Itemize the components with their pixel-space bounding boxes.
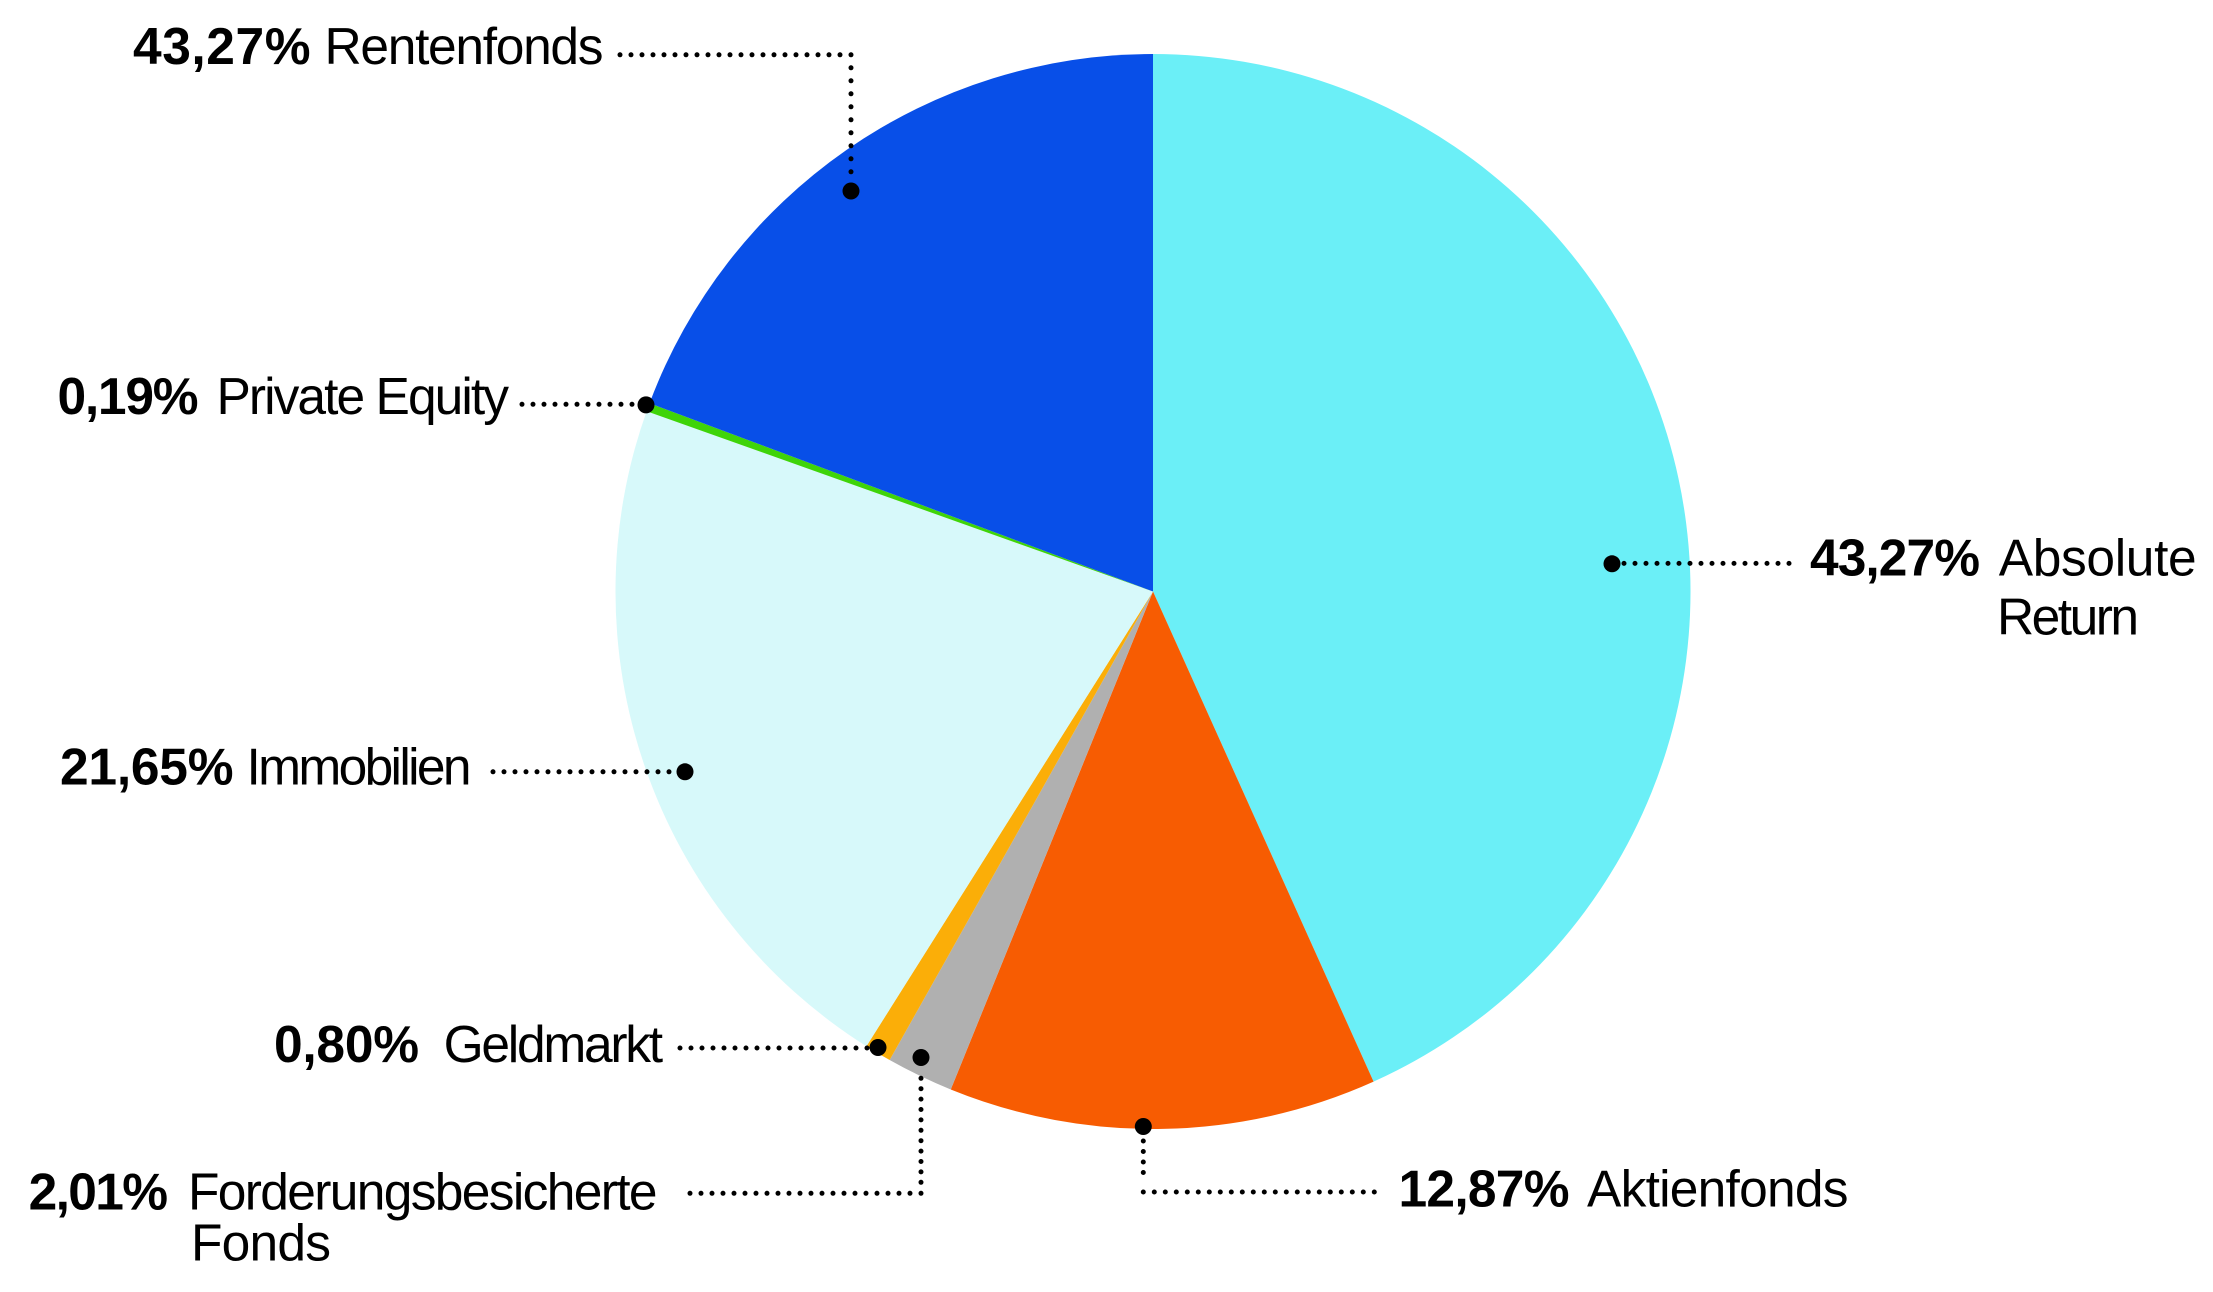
svg-text:Immobilien: Immobilien [247,738,472,796]
svg-text:21,65%: 21,65% [60,738,234,796]
svg-text:Fonds: Fonds [191,1213,331,1271]
svg-text:Rentenfonds: Rentenfonds [325,17,604,75]
svg-text:2,01%: 2,01% [29,1163,168,1221]
svg-text:Aktienfonds: Aktienfonds [1587,1160,1849,1218]
svg-text:0,80%: 0,80% [274,1015,419,1073]
svg-text:12,87%: 12,87% [1399,1160,1570,1218]
svg-text:Absolute: Absolute [1999,529,2197,587]
svg-text:Geldmarkt: Geldmarkt [444,1015,663,1073]
svg-text:43,27%: 43,27% [133,17,311,75]
svg-text:Private Equity: Private Equity [217,367,510,425]
svg-text:Forderungsbesicherte: Forderungsbesicherte [188,1163,658,1221]
svg-text:Return: Return [1997,588,2139,646]
svg-text:0,19%: 0,19% [58,367,199,425]
svg-text:43,27%: 43,27% [1810,529,1980,587]
